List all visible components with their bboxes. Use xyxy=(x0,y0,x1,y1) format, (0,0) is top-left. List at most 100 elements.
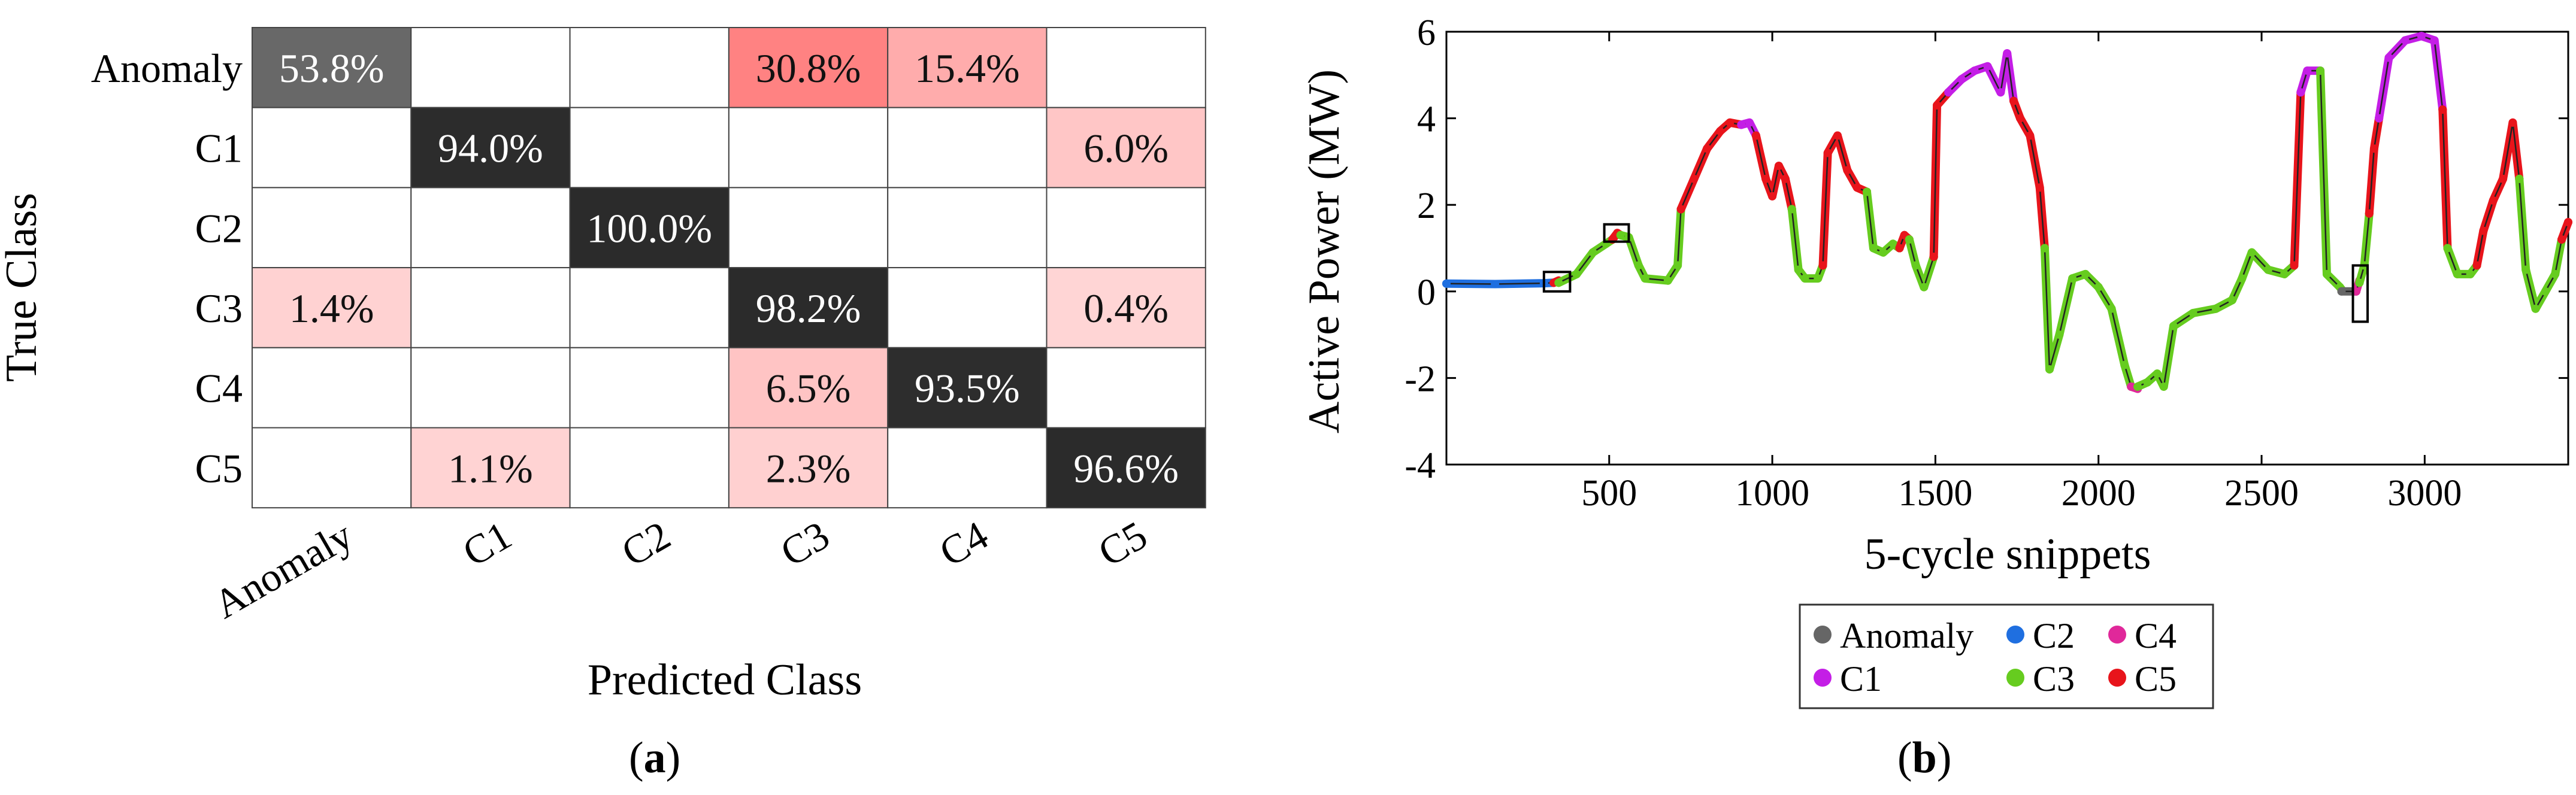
series-c3-point xyxy=(2068,274,2077,283)
cm-cell xyxy=(728,187,889,269)
series-c3-point xyxy=(1663,276,1672,285)
cm-col-label: C1 xyxy=(455,512,519,575)
series-anomaly-point xyxy=(2337,287,2346,296)
series-c5-point xyxy=(1833,131,1842,140)
series-c5-point xyxy=(2365,209,2374,218)
x-tick-label: 500 xyxy=(1581,473,1637,514)
series-c3-point xyxy=(2169,321,2178,330)
series-c3-point xyxy=(2280,269,2289,278)
series-c2-point xyxy=(1491,280,1500,289)
series-c5-point xyxy=(2016,114,2025,123)
legend-label: C2 xyxy=(2033,616,2075,656)
series-c3-point xyxy=(2466,269,2475,278)
cm-col-label: C3 xyxy=(773,512,837,575)
cm-cell xyxy=(887,267,1048,348)
cm-cell-label: 30.8% xyxy=(756,45,861,91)
axis-ticks: 500 1000 1500 2000 2500 3000 -4 -2 0 2 4 6 xyxy=(1404,13,2568,514)
series-c3-point xyxy=(2153,369,2162,378)
series-c3-point xyxy=(2521,265,2530,274)
series-c5-point xyxy=(2438,105,2447,114)
series-c3-point xyxy=(1911,261,1920,270)
series-c1-point xyxy=(1944,88,1953,97)
series-c3-point xyxy=(1554,278,1563,287)
series-c1-point xyxy=(2430,36,2439,45)
legend-marker xyxy=(1814,626,1832,644)
series-c1-point xyxy=(1737,120,1746,129)
cm-cell xyxy=(569,347,729,429)
trace-line xyxy=(1908,239,1935,288)
series-c3-point xyxy=(1794,265,1803,274)
series-c3-point xyxy=(2094,283,2103,292)
series-c3-point xyxy=(2133,382,2142,391)
legend-label: C1 xyxy=(1840,659,1882,699)
series-c5-point xyxy=(1929,252,1938,261)
cm-row-label: C2 xyxy=(195,205,243,251)
y-tick-label: 2 xyxy=(1417,186,1436,226)
cm-cell-label: 93.5% xyxy=(915,366,1020,411)
cm-cell xyxy=(728,427,889,509)
series-c3-point xyxy=(2143,378,2152,387)
series-c4-point xyxy=(2127,382,2136,391)
cm-cell xyxy=(410,267,571,348)
cm-cell xyxy=(569,427,729,509)
cm-cell xyxy=(887,187,1048,269)
series-c3-point xyxy=(2541,287,2550,296)
cm-cell-label: 6.0% xyxy=(1083,126,1169,171)
series-c3-point xyxy=(2551,269,2560,278)
series-c5-point xyxy=(2369,144,2378,153)
confusion-matrix-col-labels: Anomaly C1 C2 C3 C4 C5 xyxy=(206,512,1155,627)
cm-cell-label: 6.5% xyxy=(766,366,851,411)
series-c5-point xyxy=(2489,196,2498,205)
trace-line xyxy=(2447,248,2478,275)
series-c3-point xyxy=(2211,304,2220,313)
series-c1-point xyxy=(2417,32,2426,41)
legend: Anomaly C2 C4 C1 C3 C5 xyxy=(1799,603,2214,709)
series-c3-point xyxy=(2453,269,2462,278)
y-tick-label: 0 xyxy=(1417,272,1436,313)
cm-cell-label: 1.4% xyxy=(289,286,374,331)
series-c3-point xyxy=(1869,244,1878,253)
cm-cell xyxy=(410,187,571,269)
cm-cell-label: 100.0% xyxy=(586,205,712,251)
trace-line xyxy=(2293,92,2302,266)
series-c3-point xyxy=(1800,274,1809,283)
series-c3-point xyxy=(1920,283,1929,292)
series-c5-point xyxy=(2026,131,2035,140)
series-c5-point xyxy=(1726,118,1735,127)
series-c1-point xyxy=(1983,62,1992,71)
series-c5-point xyxy=(1703,144,1712,153)
series-c3-point xyxy=(1879,248,1888,257)
cm-cell xyxy=(1046,27,1206,108)
series-c1-point xyxy=(2375,114,2384,123)
cm-cell xyxy=(569,27,729,108)
series-c3-point xyxy=(2188,308,2197,317)
series-c3-point xyxy=(2515,174,2524,183)
series-c5-point xyxy=(1774,162,1783,171)
series-c1-point xyxy=(2401,36,2409,45)
cm-cell xyxy=(252,347,412,429)
cm-cell xyxy=(1046,427,1206,509)
series-c3-point xyxy=(1673,261,1682,270)
series-c3-point xyxy=(2045,365,2054,374)
cm-col-label: C4 xyxy=(932,512,996,575)
cm-cell xyxy=(569,267,729,348)
series-c5-point xyxy=(2290,261,2299,270)
cm-cell xyxy=(410,27,571,108)
series-c1-point xyxy=(2303,66,2312,75)
cm-cell xyxy=(252,107,412,189)
series-c3-point xyxy=(2107,304,2116,313)
series-c3-point xyxy=(2247,248,2256,257)
cm-cell xyxy=(569,107,729,189)
cm-cell xyxy=(1046,107,1206,189)
cm-cell xyxy=(1046,187,1206,269)
series-c5-point xyxy=(2009,96,2018,105)
cm-row-label: C5 xyxy=(195,445,243,491)
series-c3-point xyxy=(2159,382,2168,391)
series-c5-point xyxy=(2564,218,2572,227)
cm-cell xyxy=(887,27,1048,108)
legend-label: C5 xyxy=(2135,659,2177,699)
series-c1-point xyxy=(1996,88,2005,97)
series-c3-point xyxy=(1616,230,1625,239)
series-c3-point xyxy=(2055,330,2064,339)
x-tick-label: 1500 xyxy=(1898,473,1972,514)
